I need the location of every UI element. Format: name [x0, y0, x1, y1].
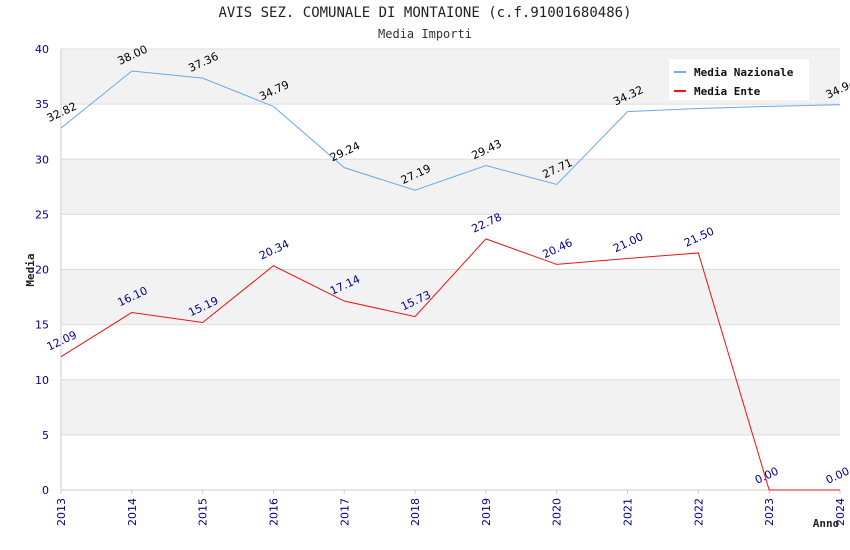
- grid-band: [61, 324, 840, 380]
- y-tick-label: 20: [35, 264, 49, 277]
- x-tick-label: 2016: [267, 498, 280, 526]
- y-tick-label: 10: [35, 374, 49, 387]
- x-tick-label: 2021: [622, 498, 635, 526]
- grid-band: [61, 159, 840, 215]
- x-tick-label: 2015: [197, 498, 210, 526]
- legend-box: [669, 59, 809, 100]
- grid-band: [61, 269, 840, 325]
- y-tick-label: 15: [35, 319, 49, 332]
- chart-subtitle: Media Importi: [378, 27, 472, 41]
- x-tick-label: 2017: [338, 498, 351, 526]
- y-tick-label: 35: [35, 98, 49, 111]
- legend: Media Nazionale Media Ente: [669, 59, 809, 100]
- x-tick-label: 2018: [409, 498, 422, 526]
- legend-entry: Media Nazionale: [694, 66, 794, 79]
- x-tick-label: 2022: [692, 498, 705, 526]
- series-line-media-nazionale: [60, 70, 841, 191]
- y-tick-label: 25: [35, 208, 49, 221]
- axes: 0 5 10 15 20 25 30 35 40 2013 2014 2015 2016 2017 2018…: [24, 43, 847, 530]
- y-tick-label: 30: [35, 153, 49, 166]
- x-tick-label: 2023: [763, 498, 776, 526]
- x-axis-label: Anno: [813, 517, 840, 530]
- grid-band: [61, 379, 840, 435]
- y-tick-label: 5: [42, 429, 49, 442]
- y-tick-label: 0: [42, 484, 49, 497]
- y-tick-label: 40: [35, 43, 49, 56]
- series-line-media-ente: [60, 238, 840, 491]
- grid-band: [61, 104, 840, 160]
- x-tick-label: 2019: [480, 498, 493, 526]
- x-tick-label: 2014: [126, 498, 139, 526]
- grid-bands: [61, 49, 840, 490]
- y-axis-label: Media: [24, 253, 37, 286]
- grid-band: [61, 214, 840, 270]
- series-lines: [60, 70, 841, 491]
- x-tick-label: 2013: [55, 498, 68, 526]
- chart-title: AVIS SEZ. COMUNALE DI MONTAIONE (c.f.910…: [218, 5, 632, 21]
- x-tick-label: 2020: [551, 498, 564, 526]
- grid-band: [61, 434, 840, 490]
- legend-entry: Media Ente: [694, 85, 761, 98]
- x-tick-label: 2024: [834, 498, 847, 526]
